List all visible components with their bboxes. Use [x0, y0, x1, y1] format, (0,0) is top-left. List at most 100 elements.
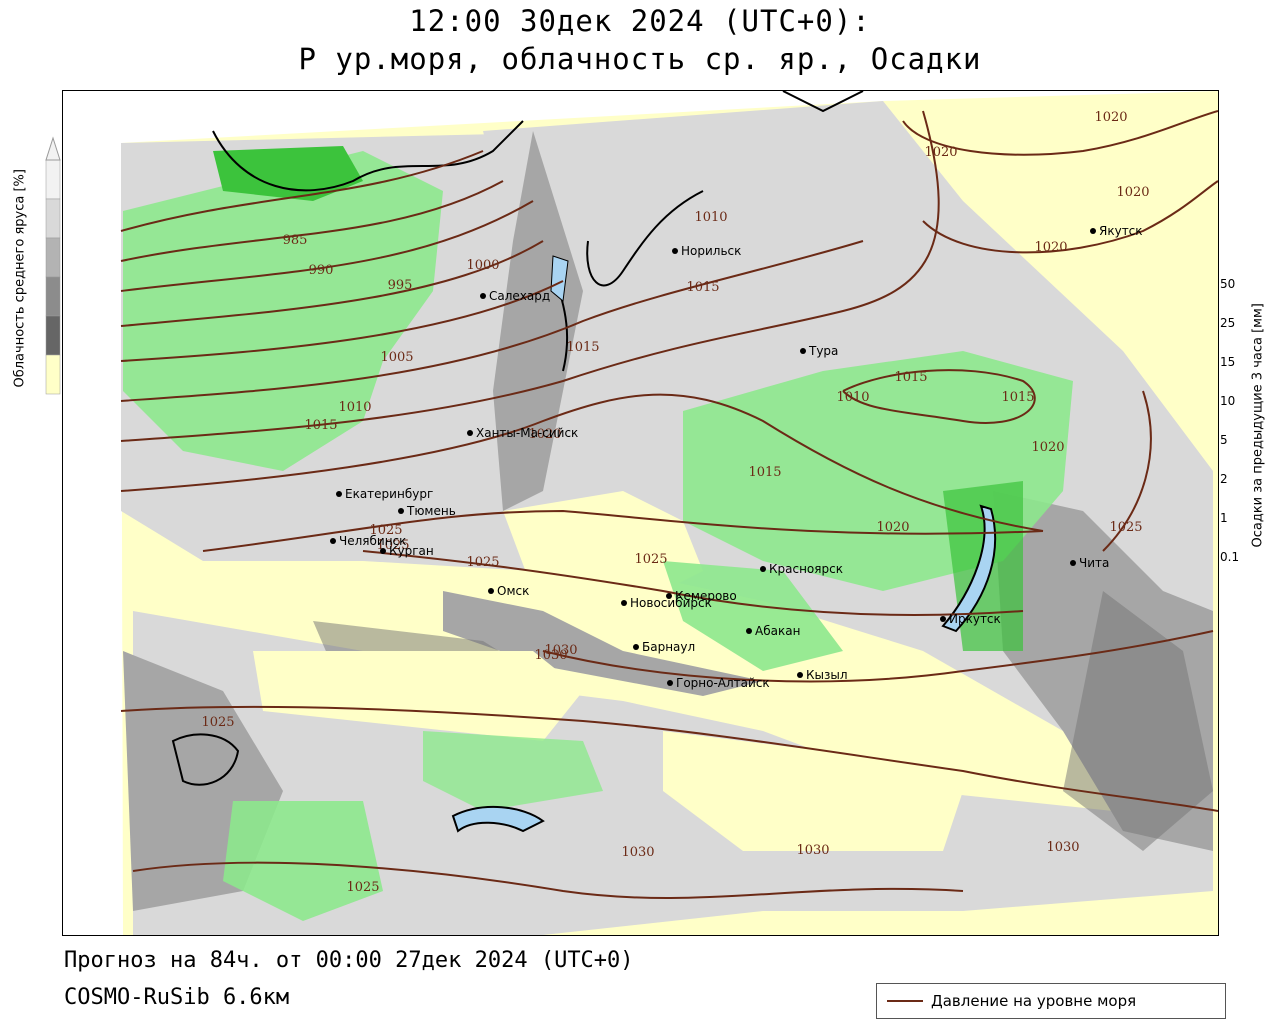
cloud-scale-swatch [45, 159, 61, 200]
isobar-line [120, 240, 544, 327]
city-dot [672, 248, 678, 254]
city-marker: Екатеринбург [336, 487, 433, 501]
isobar-line [120, 180, 504, 262]
isobar-label: 1015 [1001, 390, 1034, 405]
isobar-label: 1030 [544, 643, 577, 658]
isobar-label: 1020 [924, 145, 957, 160]
isobar-line [842, 369, 1036, 424]
city-marker: Горно-Алтайск [667, 676, 770, 690]
city-label: Салехард [489, 289, 550, 303]
map-canvas: 9859909951000100510101015102010251030101… [120, 91, 1218, 935]
model-name: COSMO-RuSib 6.6км [64, 985, 290, 1010]
city-dot [667, 680, 673, 686]
city-dot [666, 593, 672, 599]
city-label: Кемерово [675, 589, 737, 603]
precip-scale-tick: 10 [1220, 394, 1236, 408]
precip-scale-tick: 5 [1220, 433, 1228, 447]
isobar-label: 1015 [686, 280, 719, 295]
precip-scale-tick: 1 [1220, 511, 1228, 525]
isobar-label: 1010 [694, 210, 727, 225]
isobar-label: 1025 [634, 552, 667, 567]
isobar-line [902, 110, 1218, 156]
isobar-line [202, 509, 1044, 552]
isobar-line [120, 200, 534, 292]
cloud-scale-swatch [45, 354, 61, 395]
precip-scale-tick: 25 [1220, 316, 1236, 330]
city-marker: Абакан [746, 624, 800, 638]
city-label: Тура [808, 344, 838, 358]
isobar-label: 1025 [201, 715, 234, 730]
isobar-label: 1010 [836, 390, 869, 405]
city-dot [621, 600, 627, 606]
isobar-label: 1020 [1094, 110, 1127, 125]
city-label: Екатеринбург [345, 487, 433, 501]
isobar-label: 1030 [621, 845, 654, 860]
isobar-line [120, 393, 1044, 532]
city-marker: Иркутск [940, 612, 1001, 626]
city-label: Кызыл [806, 668, 848, 682]
isobar-layer: 9859909951000100510101015102010251030101… [120, 110, 1218, 899]
city-dot [797, 672, 803, 678]
city-dot [800, 348, 806, 354]
isobar-label: 1020 [1031, 440, 1064, 455]
city-label: Якутск [1099, 224, 1143, 238]
city-marker: Якутск [1090, 224, 1143, 238]
isobar-label: 990 [309, 263, 334, 278]
city-marker: Новосибирск [621, 596, 712, 610]
cloud-scale-swatch [45, 315, 61, 356]
weather-map[interactable]: 985 990 995 1000 1005 1010 1015 1020 1025 1030 101… [62, 90, 1219, 936]
city-marker: Барнаул [633, 640, 695, 654]
city-label: Абакан [755, 624, 800, 638]
isobar-line [1102, 390, 1152, 552]
city-dot [380, 548, 386, 554]
isobar-label: 1020 [1116, 185, 1149, 200]
forecast-info: Прогноз на 84ч. от 00:00 27дек 2024 (UTC… [64, 948, 634, 973]
city-marker: Красноярск [760, 562, 843, 576]
city-dot [398, 508, 404, 514]
city-label: Чита [1079, 556, 1109, 570]
isobar-label: 1025 [346, 880, 379, 895]
isobar-line [120, 240, 864, 402]
isobar-label: 1015 [566, 340, 599, 355]
city-marker: Норильск [672, 244, 741, 258]
city-label: Новосибирск [630, 596, 712, 610]
city-dot [336, 491, 342, 497]
city-dot [330, 538, 336, 544]
isobar-label: 985 [283, 233, 308, 248]
isobar-line [922, 180, 1218, 254]
city-label: Горно-Алтайск [676, 676, 770, 690]
cloud-scale-title: Облачность среднего яруса [%] [12, 169, 28, 388]
isobar-line [362, 550, 1024, 616]
map-title: 12:00 30дек 2024 (UTC+0): [409, 4, 871, 38]
city-dot [633, 644, 639, 650]
city-label: Ханты-Ма-сийск [476, 426, 578, 440]
city-layer: Норильск Салехард Тура Якутск Ханты-Ма-сийск… [330, 224, 1143, 690]
isobar-label: 1030 [1046, 840, 1079, 855]
isobar-line [120, 110, 940, 442]
city-dot [1090, 228, 1096, 234]
city-dot [940, 616, 946, 622]
city-marker: Омск [488, 584, 529, 598]
city-marker: Тура [800, 344, 838, 358]
legend: Давление на уровне моря [876, 983, 1226, 1019]
city-label: Омск [497, 584, 529, 598]
city-label: Красноярск [769, 562, 843, 576]
legend-label: Давление на уровне моря [931, 992, 1137, 1010]
isobar-line [542, 630, 1214, 683]
cloud-scale-swatch [45, 276, 61, 317]
cloud-scale-swatch [45, 237, 61, 278]
city-label: Челябинск [339, 534, 406, 548]
city-marker: Тюмень [398, 504, 456, 518]
precip-scale-tick: 15 [1220, 355, 1236, 369]
isobar-label: 1020 [1034, 240, 1067, 255]
isobar-line [120, 150, 484, 232]
city-label: Норильск [681, 244, 741, 258]
precip-scale-tick: 2 [1220, 472, 1228, 486]
isobar-line [132, 861, 964, 899]
city-marker: Салехард [480, 289, 550, 303]
precip-scale-tick: 0.1 [1220, 550, 1240, 564]
isobar-line [120, 280, 564, 362]
city-label: Иркутск [949, 612, 1001, 626]
city-label: Тюмень [406, 504, 456, 518]
isobar-label: 995 [388, 278, 413, 293]
